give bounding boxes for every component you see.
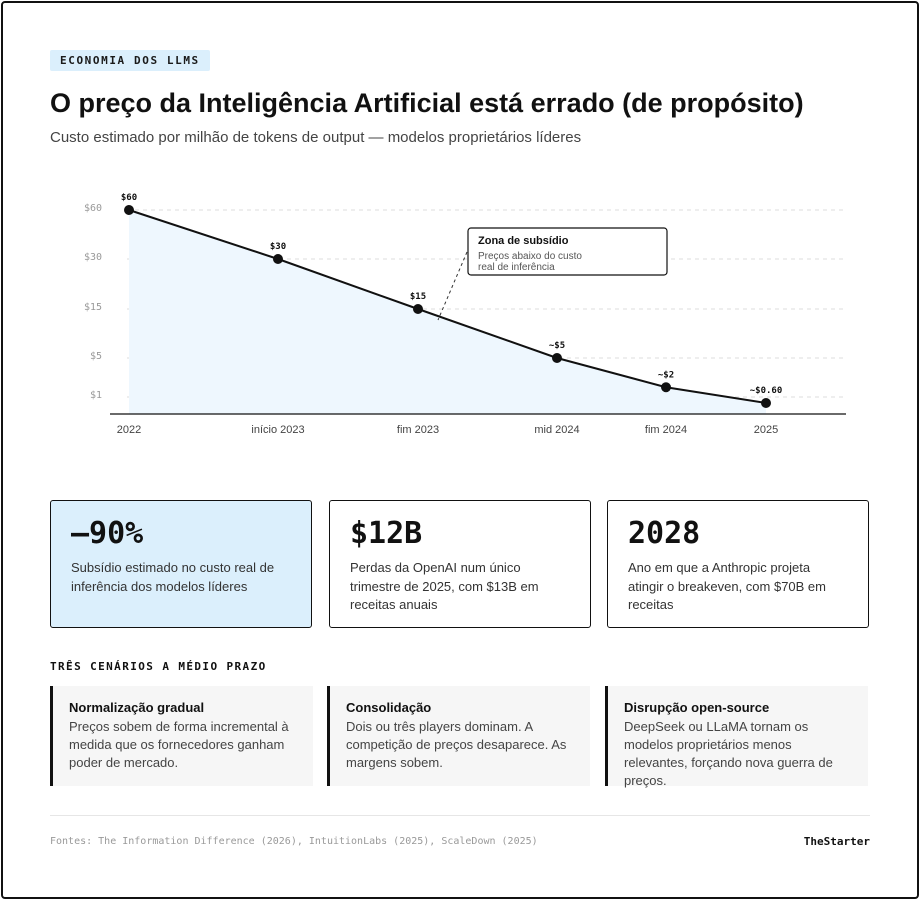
scenarios-heading: TRÊS CENÁRIOS A MÉDIO PRAZO (50, 660, 267, 673)
scenario-description: Preços sobem de forma incremental à medi… (69, 719, 289, 770)
data-label: ~$0.60 (750, 386, 783, 396)
scenario-card-normalization: Normalização gradual Preços sobem de for… (50, 686, 313, 786)
x-tick-label: 2022 (117, 424, 141, 436)
stat-description: Perdas da OpenAI num único trimestre de … (350, 560, 539, 612)
x-tick-label: início 2023 (251, 424, 304, 436)
series-line (128, 209, 767, 404)
brand-logo: TheStarter (803, 835, 870, 848)
data-label: ~$2 (658, 370, 674, 380)
annotation-title: Zona de subsídio (478, 235, 569, 247)
data-point (273, 254, 283, 264)
x-tick-label: 2025 (754, 424, 778, 436)
data-point (413, 304, 423, 314)
stat-value: –90% (71, 516, 144, 551)
y-tick-label: $5 (90, 351, 102, 362)
data-label: ~$5 (549, 341, 565, 351)
data-label: $15 (410, 292, 426, 302)
stat-description: Subsídio estimado no custo real de infer… (71, 560, 275, 594)
stat-description: Ano em que a Anthropic projeta atingir o… (628, 560, 826, 612)
stat-card-subsidy: –90% Subsídio estimado no custo real de … (50, 500, 312, 628)
data-point (124, 205, 134, 215)
stat-card-losses: $12B Perdas da OpenAI num único trimestr… (329, 500, 591, 628)
stat-value: $12B (350, 516, 423, 551)
data-point (761, 398, 771, 408)
scenario-title: Normalização gradual (69, 700, 205, 715)
category-tag: ECONOMIA DOS LLMS (50, 50, 210, 71)
x-tick-label: mid 2024 (534, 424, 579, 436)
scenario-title: Consolidação (346, 700, 432, 715)
annotation-text: Preços abaixo do custo (478, 251, 582, 262)
stat-card-breakeven: 2028 Ano em que a Anthropic projeta atin… (607, 500, 869, 628)
data-label: $30 (270, 242, 286, 252)
annotation-text: real de inferência (478, 262, 555, 273)
scenario-card-open-source: Disrupção open-source DeepSeek ou LLaMA … (605, 686, 868, 788)
x-tick-label: fim 2023 (397, 424, 439, 436)
page-title: O preço da Inteligência Artificial está … (50, 88, 804, 118)
scenario-card-consolidation: Consolidação Dois ou três players domina… (327, 686, 590, 786)
y-tick-label: $30 (84, 252, 102, 263)
scenario-description: DeepSeek ou LLaMA tornam os modelos prop… (624, 719, 833, 788)
page-subtitle: Custo estimado por milhão de tokens de o… (50, 129, 582, 146)
data-point (661, 382, 671, 393)
x-tick-label: fim 2024 (645, 424, 687, 436)
y-tick-label: $15 (84, 302, 102, 313)
sources-note: Fontes: The Information Difference (2026… (50, 836, 538, 847)
area-fill (129, 210, 766, 414)
scenario-title: Disrupção open-source (624, 700, 770, 715)
footer-divider (50, 815, 870, 816)
annotation-leader (437, 251, 468, 321)
price-line-chart: $60 $30 $15 $5 $1 $60 2022 $30 início 2023 $15 fim… (84, 193, 846, 436)
annotation-box (467, 227, 668, 276)
y-tick-label: $60 (84, 203, 102, 214)
stat-value: 2028 (628, 516, 701, 551)
y-tick-label: $1 (90, 390, 102, 401)
data-point (552, 353, 562, 363)
data-label: $60 (121, 193, 137, 203)
scenario-description: Dois ou três players dominam. A competiç… (346, 719, 567, 770)
